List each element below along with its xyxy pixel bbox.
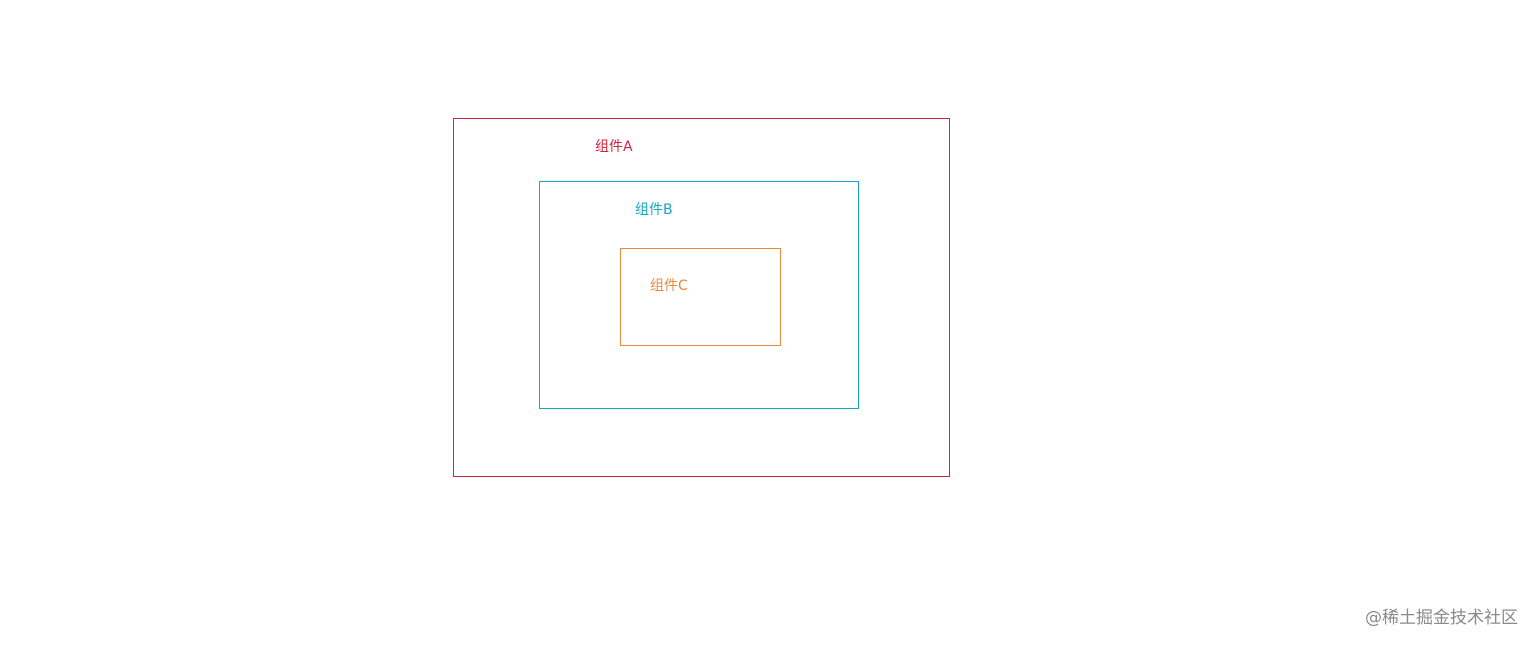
component-a-label: 组件A	[595, 139, 633, 155]
watermark-text: @稀土掘金技术社区	[1365, 608, 1518, 628]
component-c-label: 组件C	[650, 278, 688, 294]
component-b-label: 组件B	[635, 202, 673, 218]
component-c-box	[620, 248, 781, 346]
component-a-box	[453, 118, 950, 477]
component-b-box	[539, 181, 859, 409]
